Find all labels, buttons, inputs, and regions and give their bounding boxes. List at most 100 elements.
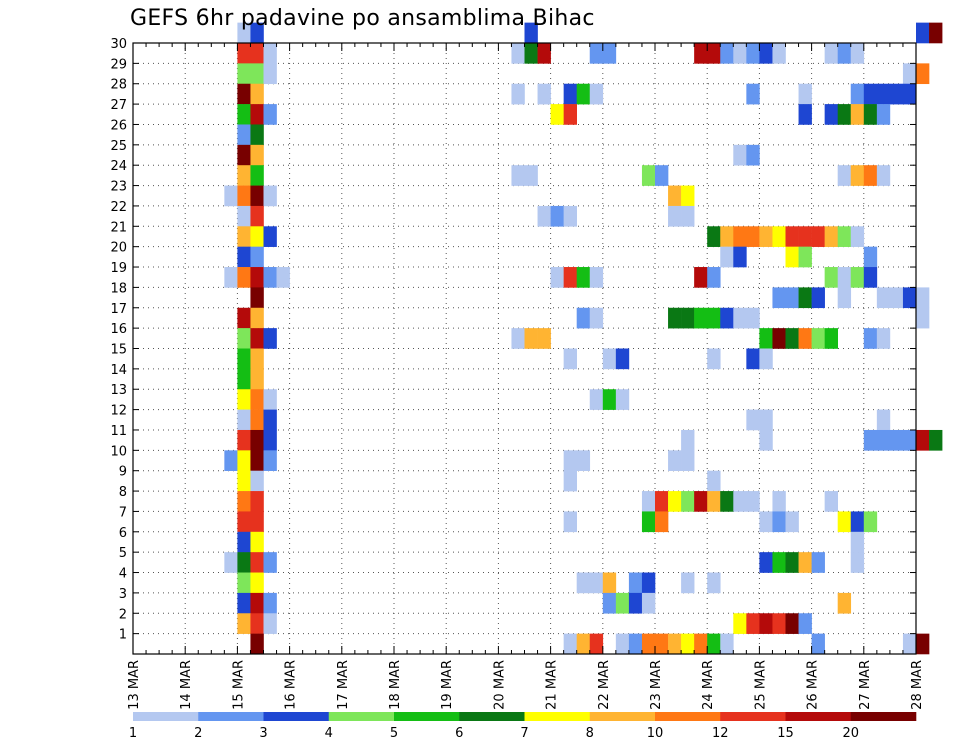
precip-cell	[263, 43, 277, 64]
precip-cell	[237, 552, 251, 573]
precip-cell	[224, 450, 238, 471]
precip-cell	[916, 429, 930, 451]
y-tick-label: 27	[110, 98, 127, 113]
precip-cell	[263, 592, 277, 614]
precip-cell	[563, 633, 577, 655]
precip-cell	[589, 633, 604, 655]
precip-cell	[837, 267, 852, 288]
precip-cell	[850, 226, 865, 247]
precip-cell	[237, 491, 251, 512]
precip-cell	[902, 83, 917, 105]
precip-cell	[589, 83, 604, 105]
precip-cell	[250, 429, 264, 451]
precip-cell	[237, 246, 251, 268]
precip-cell	[798, 287, 812, 309]
precip-cell	[224, 552, 238, 573]
precip-cell	[811, 552, 825, 573]
precip-cell	[876, 409, 891, 431]
precip-cell	[511, 83, 525, 105]
y-tick-label: 17	[110, 302, 127, 317]
precip-cell	[759, 43, 773, 64]
legend-label: 20	[842, 726, 859, 741]
precip-cell	[641, 633, 656, 655]
precip-cell	[811, 328, 825, 349]
precip-cell	[263, 450, 277, 471]
precip-cell	[237, 165, 251, 186]
legend-swatch	[589, 712, 656, 721]
precip-cell	[576, 450, 591, 471]
y-tick-label: 7	[119, 505, 127, 520]
y-tick-label: 4	[119, 567, 127, 582]
precip-cell	[263, 328, 277, 349]
precip-cell	[537, 83, 551, 105]
precip-cell	[694, 307, 708, 329]
precip-cell	[550, 205, 564, 227]
precip-cell	[681, 307, 695, 329]
precip-cell	[681, 205, 695, 227]
precip-cell	[707, 491, 721, 512]
precip-cell	[863, 328, 878, 349]
precip-cell	[694, 491, 708, 512]
legend-swatch	[720, 712, 786, 721]
legend-swatch	[263, 712, 330, 721]
precip-cell	[655, 491, 669, 512]
precip-cell	[850, 267, 865, 288]
precip-cell	[237, 389, 251, 410]
precip-cell	[681, 633, 695, 655]
precip-cell	[746, 144, 760, 166]
precip-cell	[707, 633, 721, 655]
y-tick-label: 25	[110, 139, 127, 154]
precip-cell	[785, 613, 799, 634]
precip-cell	[263, 267, 277, 288]
precip-cell	[237, 267, 251, 288]
precip-cell	[785, 226, 799, 247]
precip-cell	[563, 511, 577, 533]
precip-cell	[641, 592, 656, 614]
precip-cell	[511, 43, 525, 64]
precip-cell	[668, 307, 682, 329]
precip-cell	[798, 104, 812, 125]
precip-cell	[237, 83, 251, 105]
precip-cell	[916, 307, 930, 329]
precip-cell	[850, 104, 865, 125]
precip-cell	[889, 83, 904, 105]
legend-label: 6	[455, 726, 463, 741]
precip-cell	[850, 531, 865, 553]
precip-cell	[694, 43, 708, 64]
precip-cell	[589, 267, 604, 288]
precip-cell	[824, 43, 838, 64]
precip-cell	[237, 124, 251, 146]
precip-cell	[798, 83, 812, 105]
x-tick-label: 13 MAR	[127, 660, 142, 710]
legend-label: 7	[520, 726, 528, 741]
precip-cell	[889, 429, 904, 451]
precip-cell	[720, 307, 734, 329]
precip-cell	[602, 348, 617, 370]
precip-cell	[837, 511, 852, 533]
precip-cell	[524, 43, 538, 64]
y-tick-label: 21	[110, 220, 127, 235]
legend-swatch	[198, 712, 264, 721]
legend-label: 5	[390, 726, 398, 741]
precip-cell	[250, 205, 264, 227]
precip-cell	[876, 104, 891, 125]
precip-cell	[772, 226, 786, 247]
precip-cell	[250, 531, 264, 553]
precip-cell	[759, 429, 773, 451]
x-tick-label: 24 MAR	[701, 660, 716, 710]
precip-cell	[746, 226, 760, 247]
precip-cell	[237, 185, 251, 207]
precip-cell	[237, 43, 251, 64]
legend-swatch	[850, 712, 917, 721]
precip-cell	[876, 287, 891, 309]
precip-cell	[707, 43, 721, 64]
precip-cell	[563, 348, 577, 370]
precip-cell	[602, 572, 617, 594]
precip-cell	[250, 267, 264, 288]
y-tick-label: 5	[119, 546, 127, 561]
y-tick-label: 30	[110, 37, 127, 52]
legend-label: 1	[129, 726, 137, 741]
precip-cell	[772, 511, 786, 533]
y-tick-label: 29	[110, 57, 127, 72]
